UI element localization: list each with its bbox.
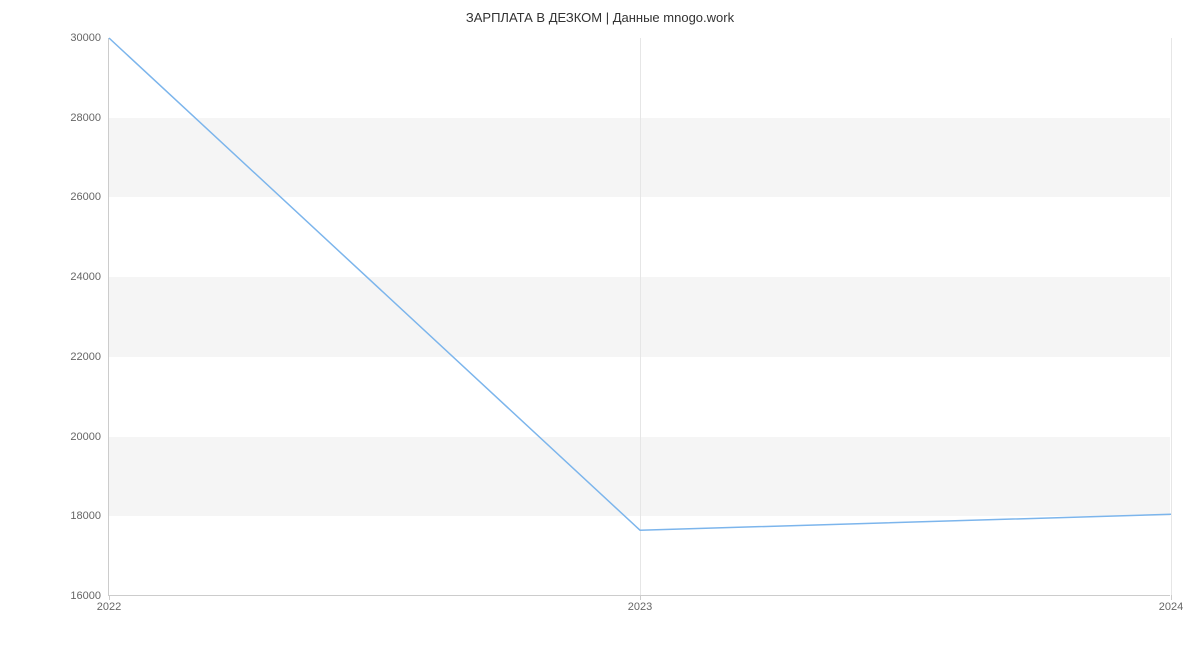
y-tick-label: 28000 bbox=[70, 112, 109, 124]
y-tick-label: 18000 bbox=[70, 510, 109, 522]
y-tick-label: 26000 bbox=[70, 191, 109, 203]
y-tick-label: 30000 bbox=[70, 32, 109, 44]
plot-area: 2022202320241600018000200002200024000260… bbox=[108, 38, 1170, 596]
chart-title: ЗАРПЛАТА В ДЕЗКОМ | Данные mnogo.work bbox=[0, 10, 1200, 25]
y-tick-label: 24000 bbox=[70, 271, 109, 283]
x-tick-label: 2023 bbox=[628, 595, 652, 613]
series-line-salary bbox=[109, 38, 1171, 530]
salary-line-chart: ЗАРПЛАТА В ДЕЗКОМ | Данные mnogo.work 20… bbox=[0, 10, 1200, 650]
x-grid-line bbox=[1171, 38, 1172, 595]
line-layer bbox=[109, 38, 1171, 596]
y-tick-label: 20000 bbox=[70, 431, 109, 443]
y-tick-label: 16000 bbox=[70, 590, 109, 602]
x-tick-label: 2024 bbox=[1159, 595, 1183, 613]
y-tick-label: 22000 bbox=[70, 351, 109, 363]
